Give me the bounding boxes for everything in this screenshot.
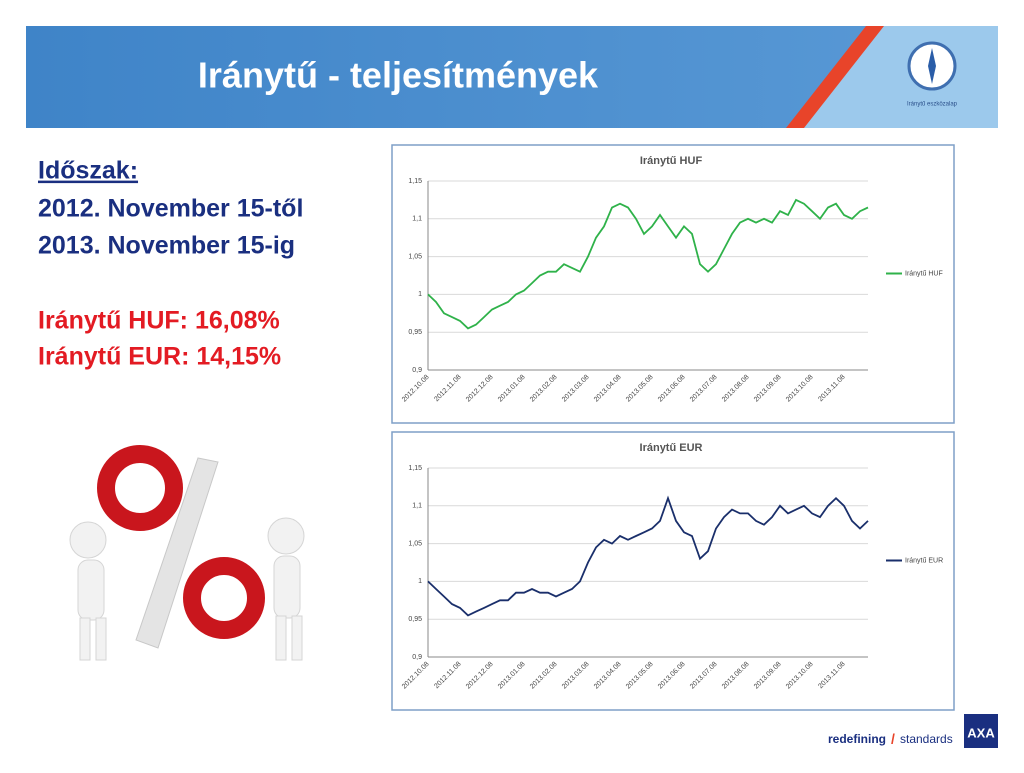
percent-illustration bbox=[69, 445, 305, 661]
logo-caption: Iránytű eszközalap bbox=[907, 102, 958, 108]
y-tick-label: 1 bbox=[418, 291, 422, 298]
y-tick-label: 0,95 bbox=[408, 616, 422, 623]
chart-frame bbox=[391, 431, 955, 711]
result-huf: Iránytű HUF: 16,08% bbox=[38, 307, 280, 335]
chart: Iránytű EUR0,90,9511,051,11,152012.10.08… bbox=[391, 431, 955, 711]
y-tick-label: 1,15 bbox=[408, 465, 422, 472]
y-tick-label: 1,1 bbox=[412, 503, 422, 510]
result-eur: Iránytű EUR: 14,15% bbox=[38, 343, 281, 371]
slide-title: Iránytű - teljesítmények bbox=[198, 55, 599, 96]
chart-frame bbox=[391, 144, 955, 424]
y-tick-label: 1,15 bbox=[408, 178, 422, 185]
y-tick-label: 0,9 bbox=[412, 367, 422, 374]
legend-label: Iránytű HUF bbox=[905, 270, 943, 277]
chart-title: Iránytű EUR bbox=[640, 442, 703, 454]
y-tick-label: 0,9 bbox=[412, 654, 422, 661]
y-tick-label: 0,95 bbox=[408, 329, 422, 336]
header-stripe bbox=[786, 26, 884, 128]
y-tick-label: 1,1 bbox=[412, 216, 422, 223]
brand-box bbox=[964, 714, 998, 748]
line-series bbox=[427, 198, 869, 330]
footer-slash: / bbox=[891, 731, 895, 747]
footer-slogan-b: standards bbox=[900, 732, 953, 746]
period-to: 2013. November 15-ig bbox=[38, 232, 295, 260]
y-tick-label: 1,05 bbox=[408, 540, 422, 547]
chart: Iránytű HUF0,90,9511,051,11,152012.10.08… bbox=[391, 144, 955, 424]
y-tick-label: 1,05 bbox=[408, 253, 422, 260]
chart-title: Iránytű HUF bbox=[640, 155, 703, 167]
footer-slogan-a: redefining bbox=[828, 732, 886, 746]
period-from: 2012. November 15-től bbox=[38, 195, 303, 223]
line-series bbox=[427, 495, 869, 617]
period-heading: Időszak: bbox=[38, 157, 138, 185]
compass-needle bbox=[928, 48, 936, 84]
legend-label: Iránytű EUR bbox=[905, 557, 943, 564]
y-tick-label: 1 bbox=[418, 578, 422, 585]
brand-logo: AXA bbox=[967, 725, 995, 740]
